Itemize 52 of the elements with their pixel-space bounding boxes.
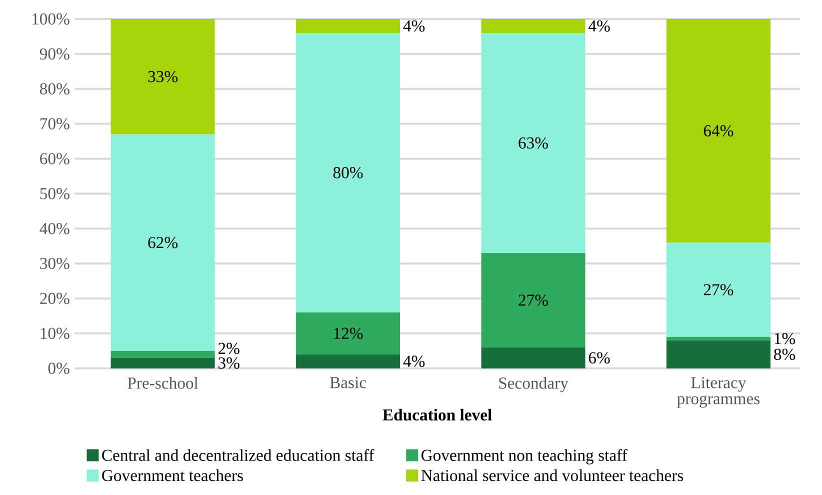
legend-label: Government teachers bbox=[102, 469, 243, 482]
bar bbox=[481, 32, 586, 254]
bar bbox=[110, 134, 215, 351]
data-label: 27% bbox=[518, 294, 548, 306]
bar bbox=[296, 312, 400, 354]
bar bbox=[481, 18, 586, 33]
data-label: 33% bbox=[148, 70, 178, 82]
y-tick-label: 100% bbox=[32, 13, 70, 25]
y-tick-label: 90% bbox=[40, 48, 70, 60]
bar bbox=[110, 18, 215, 134]
y-tick-label: 70% bbox=[40, 118, 70, 130]
x-axis-title: Education level bbox=[382, 408, 492, 421]
data-label: 4% bbox=[588, 20, 610, 32]
y-tick-label: 20% bbox=[40, 292, 70, 304]
y-tick-label: 60% bbox=[40, 153, 70, 164]
bar bbox=[666, 242, 770, 337]
bar bbox=[110, 358, 215, 368]
data-label: 80% bbox=[333, 167, 363, 178]
data-label: 6% bbox=[588, 352, 610, 364]
bar bbox=[296, 18, 400, 33]
x-tick-label: Literacy programmes bbox=[677, 377, 760, 408]
data-label: 4% bbox=[403, 20, 425, 32]
data-label: 1% bbox=[774, 332, 796, 344]
y-tick-label: 40% bbox=[40, 222, 70, 234]
x-tick-label: Pre-school bbox=[128, 377, 198, 389]
legend-label: Government non teaching staff bbox=[421, 449, 628, 464]
bar bbox=[110, 350, 215, 358]
x-tick-label: Secondary bbox=[499, 377, 568, 392]
data-label: 64% bbox=[704, 125, 734, 136]
y-tick-label: 0% bbox=[48, 362, 70, 374]
legend-label: National service and volunteer teachers bbox=[421, 469, 684, 482]
data-label: 63% bbox=[518, 137, 548, 149]
y-tick-label: 10% bbox=[40, 328, 70, 340]
x-tick-label: Basic bbox=[330, 377, 366, 388]
data-label: 12% bbox=[334, 328, 363, 340]
bar bbox=[666, 18, 770, 243]
data-label: 3% bbox=[218, 357, 240, 369]
y-tick-label: 50% bbox=[40, 188, 70, 200]
bar bbox=[481, 253, 586, 348]
bar bbox=[481, 347, 586, 368]
data-label: 62% bbox=[148, 236, 178, 248]
bar bbox=[666, 340, 770, 368]
data-label: 2% bbox=[218, 342, 240, 354]
data-label: 4% bbox=[403, 356, 425, 367]
bar bbox=[666, 336, 770, 340]
bar bbox=[296, 32, 400, 312]
y-tick-label: 30% bbox=[40, 258, 70, 270]
bar bbox=[296, 354, 400, 368]
y-tick-label: 80% bbox=[40, 83, 70, 95]
data-label: 27% bbox=[704, 284, 734, 296]
legend-label: Central and decentralized education staff bbox=[102, 449, 374, 461]
data-label: 8% bbox=[774, 348, 796, 360]
